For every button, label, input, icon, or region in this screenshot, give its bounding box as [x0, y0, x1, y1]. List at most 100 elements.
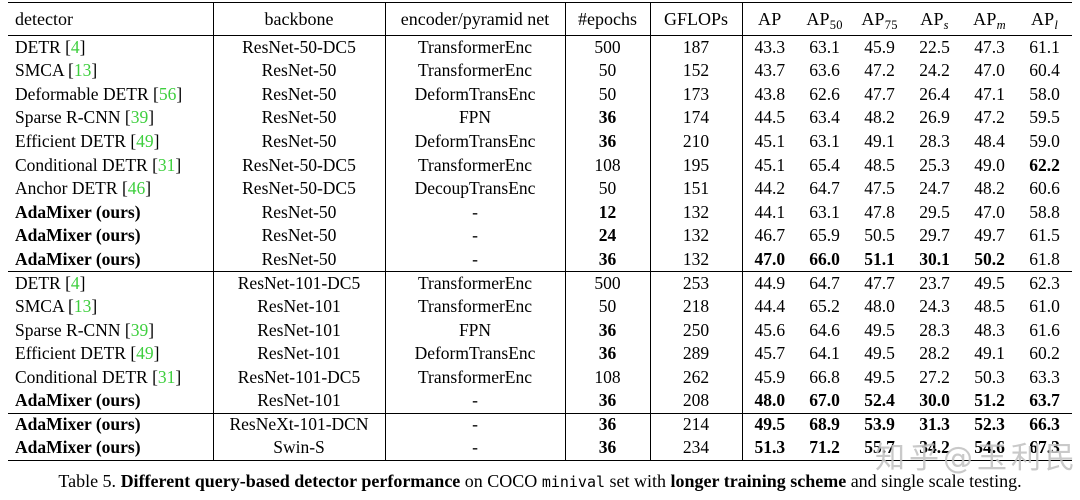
- ap50-cell: 65.9: [809, 225, 840, 246]
- citation-link[interactable]: 4: [70, 36, 80, 57]
- ap50-cell: 63.1: [809, 130, 840, 151]
- ap-cell: 43.7: [754, 60, 786, 81]
- backbone-cell: ResNet-101: [213, 342, 386, 366]
- backbone-cell: ResNet-101: [213, 295, 386, 319]
- ap50-cell: 62.6: [809, 83, 840, 104]
- detector-cell: AdaMixer (ours): [8, 436, 214, 461]
- epochs-cell: 36: [565, 129, 651, 154]
- epochs-cell: 50: [565, 177, 651, 201]
- gflops-cell: 250: [650, 318, 743, 343]
- aps-cell: 28.3: [919, 130, 950, 151]
- gflops-cell: 234: [650, 436, 743, 461]
- apm-cell: 52.3: [962, 412, 1017, 437]
- ap50-cell: 66.0: [809, 248, 840, 269]
- detector-cell: Sparse R-CNN [39]: [8, 106, 214, 130]
- ap50-cell: 65.4: [809, 154, 840, 175]
- apl-cell: 63.3: [1029, 366, 1060, 387]
- citation: [39]: [120, 107, 155, 128]
- column-header-apm: APm: [962, 2, 1017, 36]
- ap50-cell: 64.7: [809, 178, 840, 199]
- ap75-cell: 48.5: [864, 154, 895, 175]
- backbone-cell: ResNet-50: [213, 224, 386, 248]
- citation-link[interactable]: 13: [73, 296, 92, 317]
- ap75-cell: 48.0: [864, 296, 895, 317]
- apl-cell: 60.6: [1029, 178, 1060, 199]
- detector-name: DETR: [15, 36, 61, 57]
- aps-cell: 29.5: [919, 201, 950, 222]
- table-row: DETR [4] ResNet-101-DC5 TransformerEnc 5…: [8, 270, 1072, 296]
- backbone-cell: ResNet-101-DC5: [213, 365, 386, 390]
- column-header-aps: APs: [907, 2, 962, 36]
- detector-name: Deformable DETR: [15, 83, 149, 104]
- ap75-cell: 47.7: [864, 83, 895, 104]
- apm-cell: 47.3: [974, 36, 1005, 57]
- epochs-cell: 50: [565, 82, 651, 107]
- apl-cell: 63.7: [1029, 390, 1060, 411]
- aps-cell: 22.5: [919, 36, 950, 57]
- ap50-cell: 64.1: [809, 343, 840, 364]
- apm-cell: 47.0: [974, 201, 1005, 222]
- encoder-cell: TransformerEnc: [385, 295, 566, 319]
- apl-cell: 66.3: [1017, 412, 1072, 437]
- citation: [46]: [117, 178, 152, 199]
- detector-cell: Anchor DETR [46]: [8, 177, 214, 201]
- ap-cell: 45.6: [754, 319, 786, 340]
- citation-link[interactable]: 13: [73, 60, 92, 81]
- ap75-cell: 53.9: [852, 412, 907, 437]
- column-header-ap75: AP75: [852, 2, 907, 36]
- encoder-cell: DeformTransEnc: [385, 129, 566, 154]
- epochs-cell: 12: [565, 200, 651, 225]
- detector-name: DETR: [15, 272, 61, 293]
- column-header-backbone: backbone: [213, 2, 386, 36]
- gflops-cell: 262: [650, 365, 743, 390]
- backbone-cell: ResNeXt-101-DCN: [213, 412, 386, 437]
- citation-link[interactable]: 31: [157, 154, 176, 175]
- encoder-cell: TransformerEnc: [385, 35, 566, 60]
- citation-link[interactable]: 49: [136, 130, 154, 151]
- ap75-cell: 47.2: [864, 60, 895, 81]
- gflops-cell: 253: [650, 270, 743, 296]
- citation-link[interactable]: 56: [158, 83, 177, 104]
- ap50-cell: 64.6: [809, 319, 840, 340]
- table-row: Sparse R-CNN [39] ResNet-50 FPN 36 174 4…: [8, 106, 1072, 130]
- detector-cell: Deformable DETR [56]: [8, 82, 214, 107]
- citation-link[interactable]: 39: [130, 107, 149, 128]
- detector-cell: AdaMixer (ours): [8, 412, 214, 437]
- apl-cell: 62.3: [1017, 270, 1072, 296]
- detector-cell: DETR [4]: [8, 35, 214, 60]
- ap50-cell: 64.7: [797, 270, 852, 296]
- encoder-cell: -: [385, 247, 566, 272]
- ap-cell: 45.1: [754, 154, 786, 175]
- citation: [56]: [148, 83, 183, 104]
- apl-cell: 61.5: [1029, 225, 1060, 246]
- apm-cell: 48.4: [974, 130, 1005, 151]
- apm-cell: 47.1: [974, 83, 1005, 104]
- ap50-cell: 63.4: [809, 107, 840, 128]
- apl-cell: 61.0: [1029, 296, 1060, 317]
- epochs-cell: 50: [565, 295, 651, 319]
- ap-cell: 49.5: [742, 412, 797, 437]
- citation-link[interactable]: 39: [130, 319, 149, 340]
- caption-bold-text: Different query-based detector performan…: [120, 471, 461, 491]
- detector-cell: AdaMixer (ours): [8, 389, 214, 413]
- aps-cell: 29.7: [919, 225, 950, 246]
- citation-link[interactable]: 46: [127, 178, 146, 199]
- backbone-cell: ResNet-50: [213, 82, 386, 107]
- encoder-cell: -: [385, 389, 566, 413]
- citation-link[interactable]: 31: [157, 366, 176, 387]
- ap75-cell: 50.5: [864, 225, 895, 246]
- citation-link[interactable]: 4: [70, 272, 80, 293]
- aps-cell: 24.7: [919, 178, 950, 199]
- encoder-cell: TransformerEnc: [385, 59, 566, 83]
- ap75-cell: 47.8: [864, 201, 895, 222]
- ap50-cell: 63.6: [809, 60, 840, 81]
- apm-cell: 48.5: [974, 296, 1005, 317]
- apl-cell: 60.2: [1029, 343, 1060, 364]
- apl-cell: 61.1: [1029, 36, 1060, 57]
- column-header-gflops: GFLOPs: [650, 2, 743, 36]
- citation: [4]: [60, 36, 86, 57]
- citation-link[interactable]: 49: [136, 343, 154, 364]
- ap75-cell: 47.5: [864, 178, 895, 199]
- detector-name: Efficient DETR: [15, 130, 126, 151]
- apl-cell: 59.5: [1029, 107, 1060, 128]
